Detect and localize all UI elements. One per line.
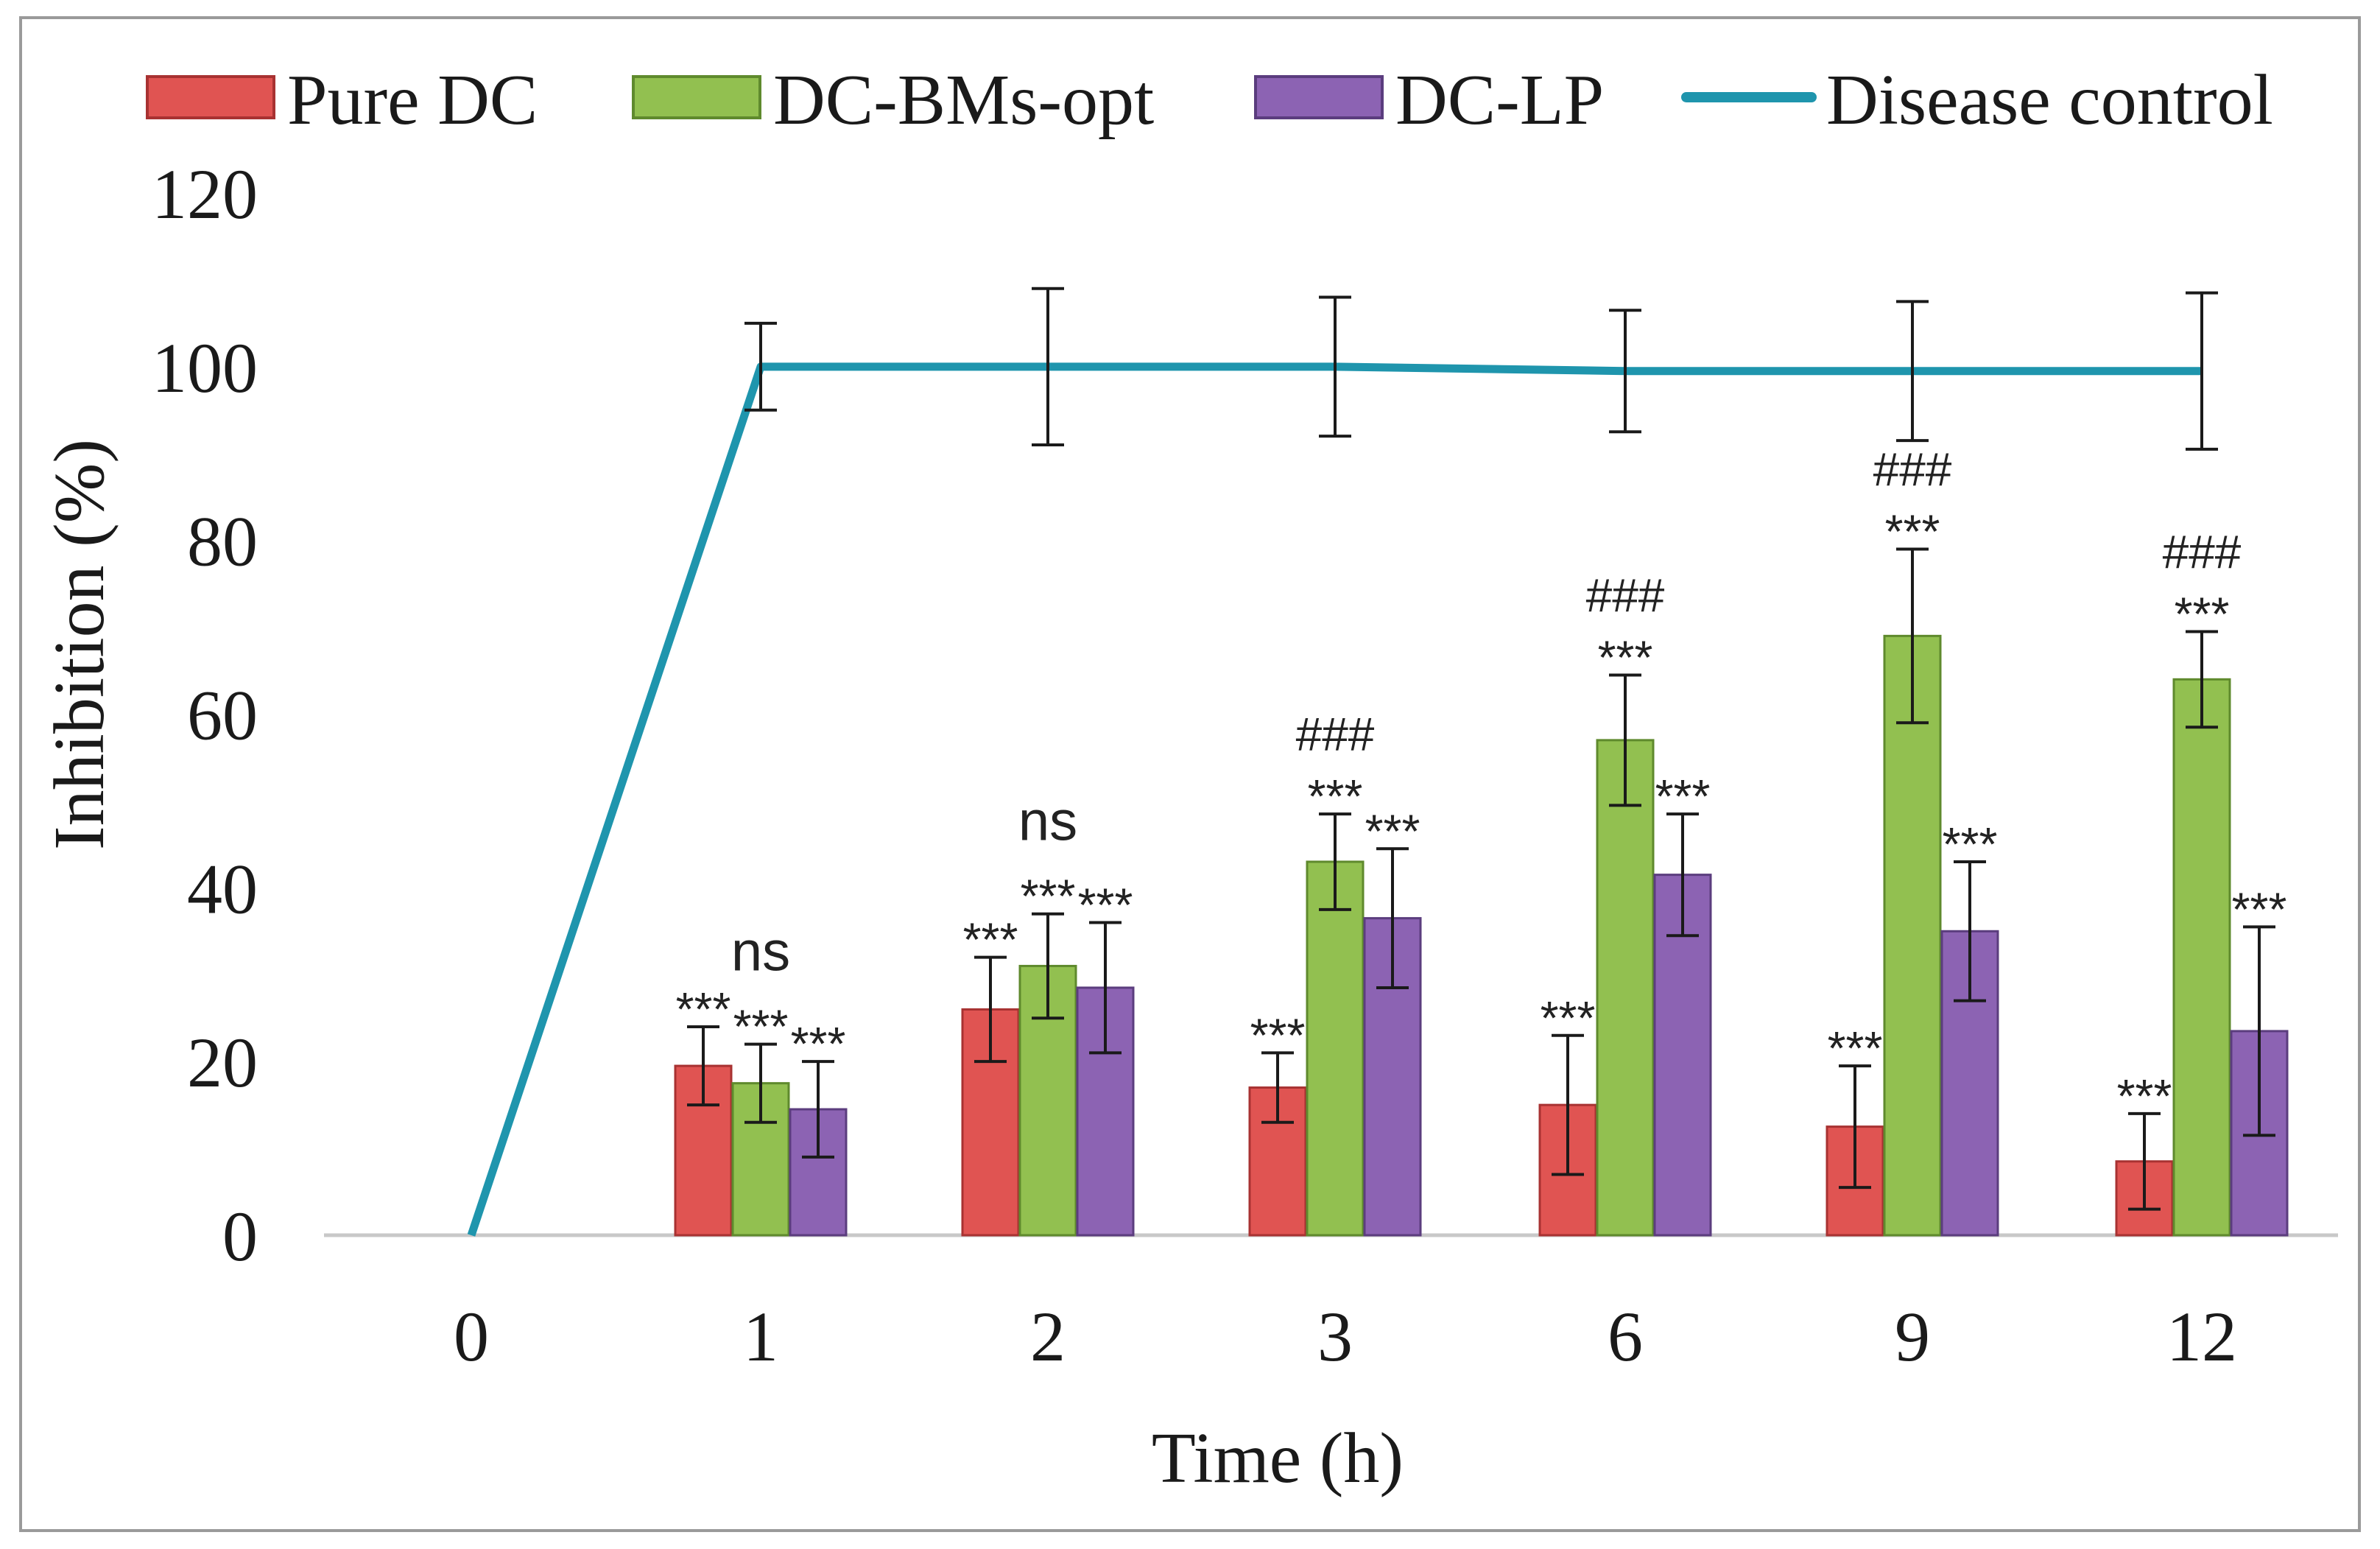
legend-swatch <box>146 75 275 119</box>
error-bar <box>2128 1111 2161 1211</box>
error-bar <box>2243 925 2275 1137</box>
bar-dc-bms-opt <box>1306 860 1365 1237</box>
x-tick-label: 1 <box>743 1297 778 1376</box>
error-bar <box>1609 673 1641 807</box>
significance-label: *** <box>1078 879 1133 932</box>
legend-swatch <box>632 75 761 119</box>
error-bar <box>1032 912 1064 1020</box>
significance-label: ### <box>1873 443 1952 496</box>
error-bar <box>1954 860 1986 1002</box>
error-bars <box>687 287 2275 1211</box>
x-tick-label: 0 <box>454 1297 489 1376</box>
significance-label: *** <box>2232 882 2287 935</box>
y-tick-label: 60 <box>187 676 258 755</box>
x-axis-ticks: 0 1 2 3 6 9 12 <box>454 1297 2237 1376</box>
error-bar <box>1032 287 1064 446</box>
bar-dc-bms-opt <box>1883 634 1942 1237</box>
legend-label: Disease control <box>1826 60 2273 140</box>
error-bar <box>687 1025 719 1107</box>
significance-label: *** <box>1021 870 1076 923</box>
y-tick-label: 120 <box>152 155 258 233</box>
significance-label: *** <box>1541 991 1596 1044</box>
y-tick-label: 40 <box>187 849 258 928</box>
error-bar <box>2186 291 2218 451</box>
significance-label: ns <box>731 921 790 983</box>
error-bar <box>1896 300 1929 443</box>
error-bar <box>1261 1051 1294 1124</box>
significance-label: ns <box>1018 790 1077 853</box>
bars <box>674 634 2289 1237</box>
legend-item: Pure DC <box>146 60 538 140</box>
error-bar <box>1089 921 1122 1055</box>
x-tick-label: 6 <box>1608 1297 1643 1376</box>
legend-label: DC-LP <box>1395 60 1604 140</box>
error-bar <box>1319 812 1351 911</box>
significance-label: *** <box>1365 804 1420 857</box>
significance-label: *** <box>2117 1069 2172 1123</box>
legend-item: DC-BMs-opt <box>632 60 1154 140</box>
significance-label: *** <box>1885 505 1940 558</box>
error-bar <box>1552 1033 1584 1176</box>
error-bar <box>1896 547 1929 725</box>
error-bar <box>1319 295 1351 438</box>
chart-frame <box>19 16 2361 1532</box>
error-bar <box>1609 309 1641 434</box>
significance-label: *** <box>1598 631 1653 684</box>
significance-label: ### <box>1296 708 1375 761</box>
legend: Pure DC DC-BMs-opt DC-LP Disease control <box>146 60 2273 140</box>
x-tick-label: 9 <box>1895 1297 1930 1376</box>
y-tick-label: 0 <box>222 1197 258 1276</box>
significance-label: *** <box>1655 770 1711 823</box>
significance-label: *** <box>676 983 731 1036</box>
y-axis-ticks: 0 20 40 60 80 100 120 <box>152 155 258 1276</box>
y-tick-label: 100 <box>152 329 258 407</box>
legend-item: Disease control <box>1681 60 2273 140</box>
significance-label: ### <box>1586 569 1665 622</box>
significance-label: *** <box>1308 770 1363 823</box>
error-bar <box>744 1042 777 1124</box>
significance-label: *** <box>733 1000 789 1053</box>
y-axis-title: Inhibition (%) <box>40 439 119 850</box>
error-bar <box>744 321 777 412</box>
bar-dc-bms-opt <box>1596 739 1655 1237</box>
legend-item: DC-LP <box>1254 60 1604 140</box>
x-tick-label: 3 <box>1317 1297 1353 1376</box>
error-bar <box>1666 812 1699 938</box>
significance-label: *** <box>791 1017 846 1070</box>
legend-label: Pure DC <box>287 60 538 140</box>
y-tick-label: 20 <box>187 1023 258 1102</box>
error-bar <box>2186 630 2218 729</box>
x-tick-label: 2 <box>1030 1297 1066 1376</box>
significance-annotations: *** ***ns*********ns*********###*********… <box>676 443 2287 1122</box>
significance-label: *** <box>1250 1008 1306 1061</box>
x-tick-label: 12 <box>2166 1297 2237 1376</box>
significance-label: ### <box>2163 525 2242 578</box>
significance-label: *** <box>1828 1022 1883 1075</box>
significance-label: *** <box>963 913 1018 966</box>
error-bar <box>1839 1064 1871 1190</box>
bar-dc-bms-opt <box>2172 678 2231 1237</box>
significance-label: *** <box>1943 818 1998 871</box>
legend-swatch <box>1254 75 1384 119</box>
error-bar <box>974 955 1007 1064</box>
x-axis-title: Time (h) <box>1152 1419 1404 1498</box>
significance-label: *** <box>2175 587 2230 640</box>
bar-dc-lp <box>1653 874 1712 1237</box>
legend-label: DC-BMs-opt <box>773 60 1154 140</box>
error-bar <box>802 1060 834 1159</box>
error-bar <box>1376 847 1409 989</box>
y-tick-label: 80 <box>187 502 258 581</box>
